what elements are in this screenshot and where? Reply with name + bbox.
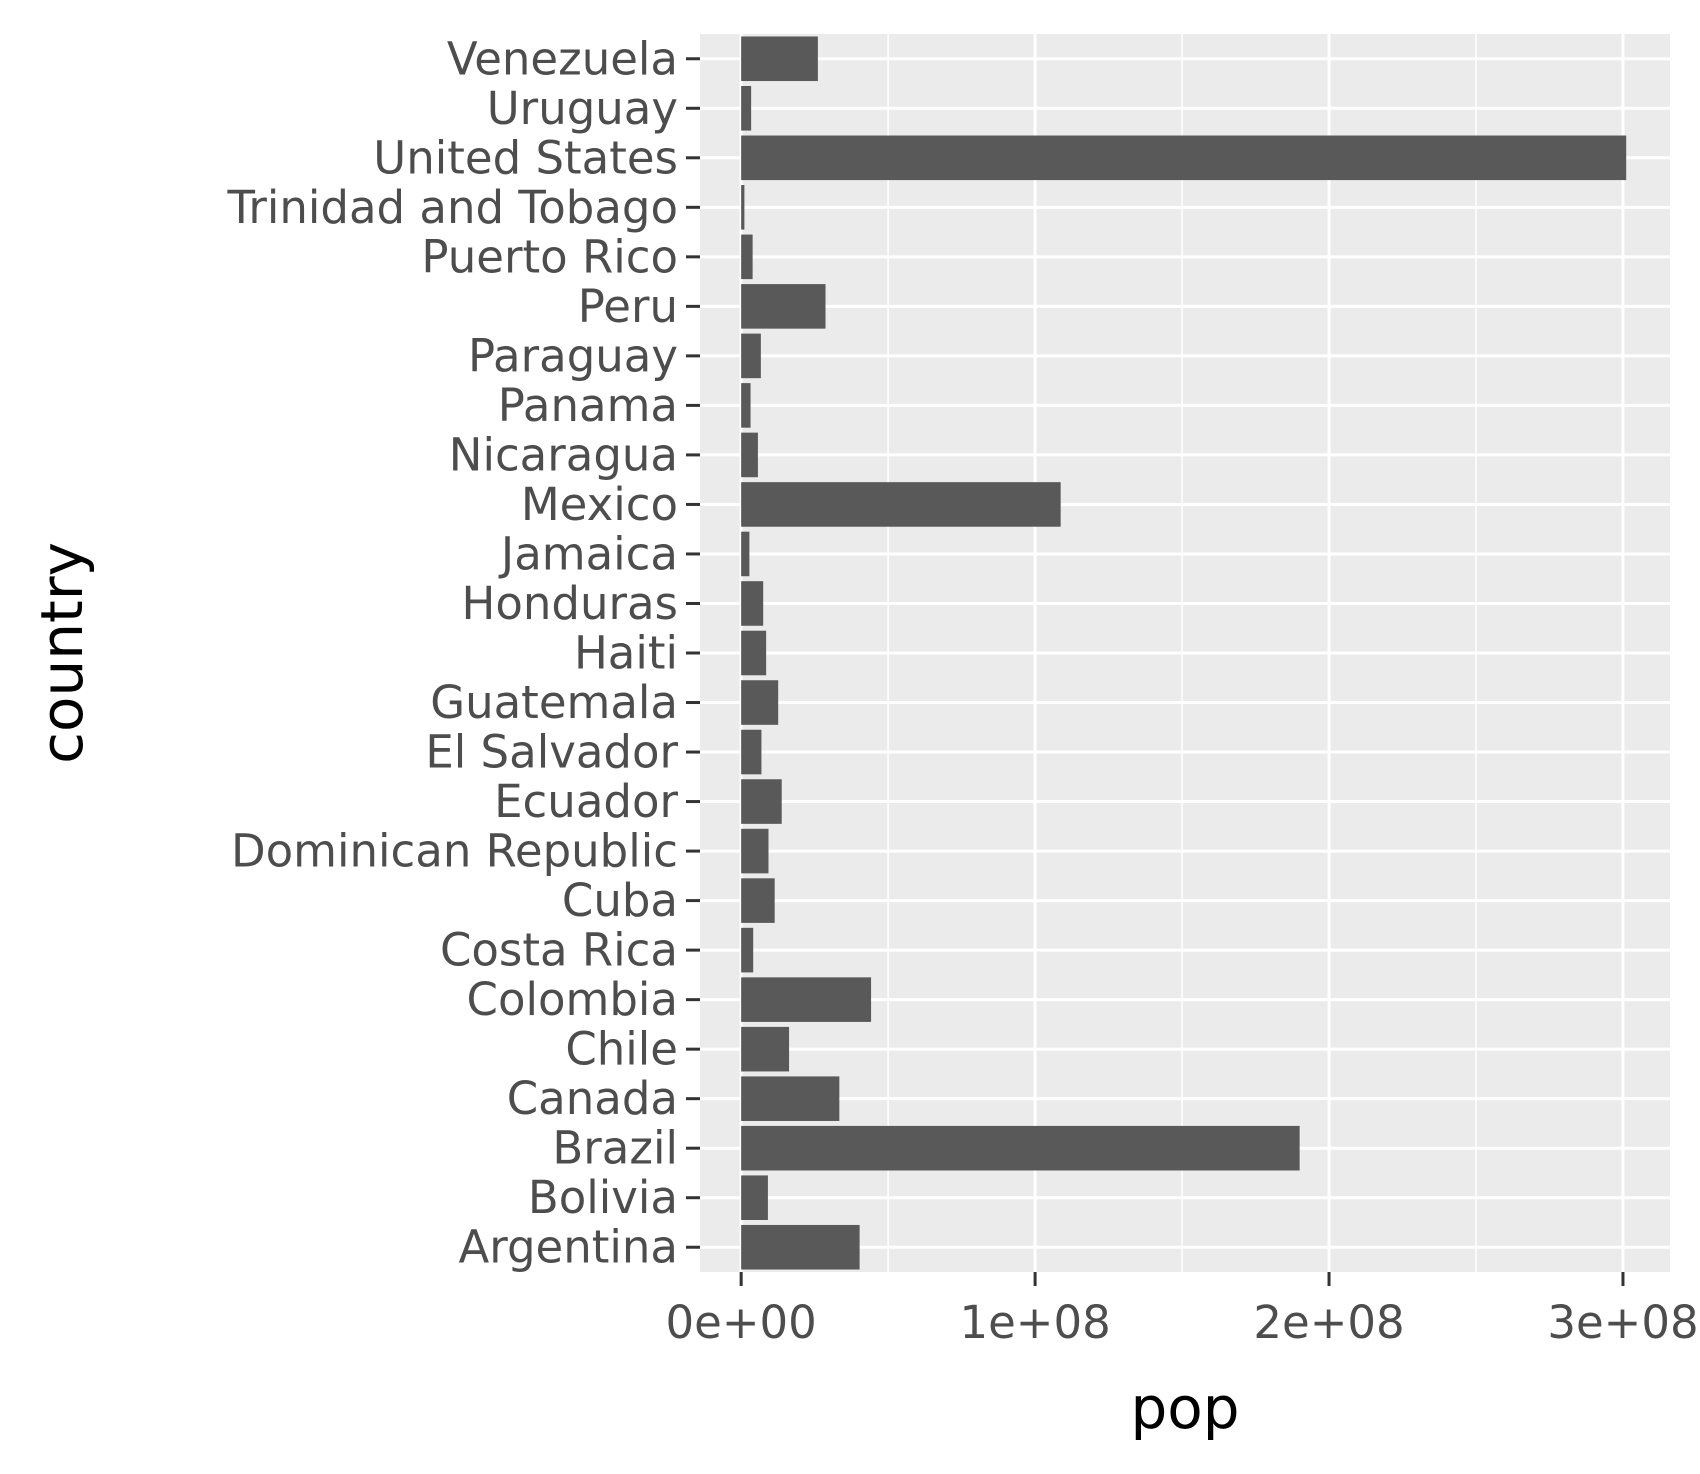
y-tick-label: Haiti xyxy=(574,627,678,680)
y-axis-title: country xyxy=(28,542,96,764)
bar-peru xyxy=(741,284,826,329)
y-tick-label: Costa Rica xyxy=(440,924,678,977)
x-axis: 0e+00 1e+08 2e+08 3e+08 xyxy=(666,1272,1699,1349)
bar-united-states xyxy=(741,135,1627,181)
bars xyxy=(741,36,1627,1270)
bar-panama xyxy=(741,383,751,428)
y-tick-label: Bolivia xyxy=(528,1171,678,1224)
y-tick-label: Canada xyxy=(507,1072,678,1125)
y-tick-label: Cuba xyxy=(562,874,678,927)
y-tick-label: El Salvador xyxy=(425,726,678,779)
bar-argentina xyxy=(741,1224,860,1270)
bar-costa-rica xyxy=(741,927,754,973)
y-tick-label: Panama xyxy=(498,379,678,432)
y-tick-label: Chile xyxy=(565,1023,678,1076)
y-tick-label: Colombia xyxy=(467,973,678,1026)
bar-el-salvador xyxy=(741,729,762,775)
y-tick-label: Mexico xyxy=(521,478,678,531)
y-tick-label: Guatemala xyxy=(430,676,678,729)
y-tick-label: Jamaica xyxy=(498,527,678,580)
bar-venezuela xyxy=(741,36,818,82)
y-tick-label: Brazil xyxy=(552,1122,678,1175)
y-tick-label: Trinidad and Tobago xyxy=(227,181,678,234)
bar-chile xyxy=(741,1026,790,1072)
bar-puerto-rico xyxy=(741,234,753,280)
bar-ecuador xyxy=(741,779,782,824)
x-axis-title: pop xyxy=(1130,1374,1239,1442)
y-tick-label: Nicaragua xyxy=(449,428,678,481)
y-tick-label: United States xyxy=(373,131,678,184)
bar-guatemala xyxy=(741,680,779,725)
bar-nicaragua xyxy=(741,432,758,478)
y-tick-label: Ecuador xyxy=(494,775,678,828)
x-tick-label: 0e+00 xyxy=(666,1296,817,1349)
x-tick-label: 3e+08 xyxy=(1547,1296,1698,1349)
y-tick-label: Peru xyxy=(578,280,678,333)
bar-uruguay xyxy=(741,85,752,131)
bar-paraguay xyxy=(741,333,761,379)
y-tick-label: Uruguay xyxy=(487,82,678,135)
bar-colombia xyxy=(741,977,872,1022)
bar-jamaica xyxy=(741,531,750,577)
bar-trinidad-and-tobago xyxy=(741,185,745,230)
bar-brazil xyxy=(741,1125,1300,1171)
bar-haiti xyxy=(741,630,767,676)
bar-honduras xyxy=(741,581,764,626)
bar-mexico xyxy=(741,482,1061,527)
y-tick-label: Dominican Republic xyxy=(231,825,678,878)
bar-cuba xyxy=(741,878,775,923)
y-tick-label: Venezuela xyxy=(447,32,678,85)
y-tick-label: Paraguay xyxy=(468,329,678,382)
y-axis: ArgentinaBoliviaBrazilCanadaChileColombi… xyxy=(227,32,700,1274)
x-tick-label: 2e+08 xyxy=(1253,1296,1404,1349)
y-tick-label: Puerto Rico xyxy=(421,230,678,283)
bar-dominican-republic xyxy=(741,828,769,874)
bar-canada xyxy=(741,1076,840,1121)
y-tick-label: Argentina xyxy=(458,1221,678,1274)
bar-bolivia xyxy=(741,1175,768,1221)
y-tick-label: Honduras xyxy=(462,577,679,630)
x-tick-label: 1e+08 xyxy=(959,1296,1110,1349)
